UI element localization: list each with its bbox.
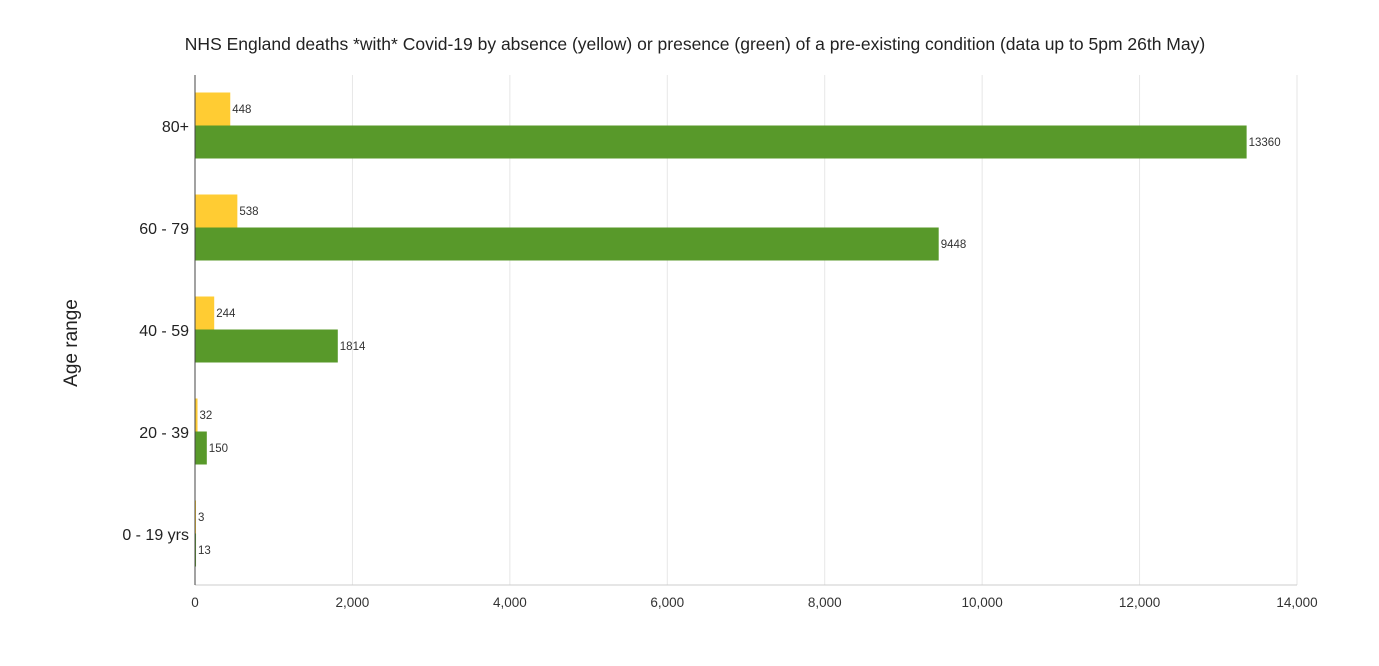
x-axis: 0 2,000 4,000 6,000 8,000 10,000 12,000 14,000 [191,75,1318,610]
y-category-label: 20 - 39 [139,425,189,442]
bar-data-label: 244 [216,308,236,320]
bar-data-label: 3 [198,512,204,524]
bar-with-condition [195,125,1247,159]
bar-no-condition [195,194,238,228]
bar-data-label: 1814 [340,341,366,353]
data-labels: 448 13360 538 9448 244 1814 32 150 3 13 [198,104,1281,557]
x-tick-label: 6,000 [650,595,684,610]
x-tick-label: 14,000 [1276,595,1317,610]
chart-title: NHS England deaths *with* Covid-19 by ab… [185,34,1205,54]
bar-with-condition [195,431,207,465]
y-axis-categories: 80+ 60 - 79 40 - 59 20 - 39 0 - 19 yrs [122,119,189,544]
x-tick-label: 8,000 [808,595,842,610]
bar-data-label: 150 [209,443,228,455]
y-axis-label: Age range [61,299,82,387]
bar-no-condition [195,398,198,432]
y-category-label: 40 - 59 [139,323,189,340]
y-category-label: 60 - 79 [139,221,189,238]
bar-data-label: 32 [200,410,213,422]
x-tick-label: 12,000 [1119,595,1160,610]
x-tick-label: 2,000 [336,595,370,610]
x-tick-label: 4,000 [493,595,527,610]
bar-data-label: 9448 [941,239,967,251]
bar-no-condition [195,296,215,330]
bar-with-condition [195,227,939,261]
x-tick-label: 10,000 [961,595,1002,610]
y-category-label: 0 - 19 yrs [122,527,189,544]
bar-no-condition [195,92,231,126]
x-tick-label: 0 [191,595,199,610]
bar-data-label: 13360 [1249,137,1281,149]
bar-data-label: 538 [239,206,258,218]
bar-data-label: 13 [198,545,211,557]
y-category-label: 80+ [162,119,189,136]
bars [195,92,1247,567]
bar-data-label: 448 [232,104,251,116]
bar-with-condition [195,329,338,363]
bar-with-condition [195,533,197,567]
gridlines [194,75,1298,585]
